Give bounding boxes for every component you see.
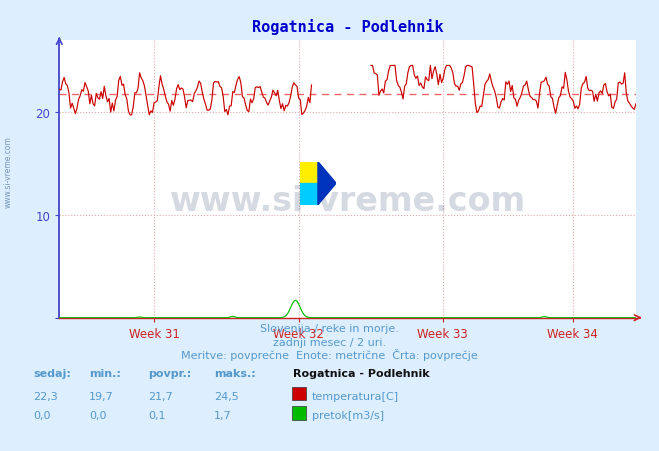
Text: min.:: min.:: [89, 368, 121, 378]
Text: sedaj:: sedaj:: [33, 368, 71, 378]
Text: 1,7: 1,7: [214, 410, 232, 420]
Text: 24,5: 24,5: [214, 391, 239, 401]
Text: temperatura[C]: temperatura[C]: [312, 391, 399, 401]
Text: 19,7: 19,7: [89, 391, 114, 401]
Text: www.si-vreme.com: www.si-vreme.com: [169, 185, 526, 218]
Polygon shape: [300, 184, 318, 205]
Text: maks.:: maks.:: [214, 368, 256, 378]
Text: 0,0: 0,0: [33, 410, 51, 420]
Polygon shape: [318, 162, 336, 205]
Text: Slovenija / reke in morje.: Slovenija / reke in morje.: [260, 323, 399, 333]
Text: zadnji mesec / 2 uri.: zadnji mesec / 2 uri.: [273, 337, 386, 347]
Text: povpr.:: povpr.:: [148, 368, 192, 378]
Text: Meritve: povprečne  Enote: metrične  Črta: povprečje: Meritve: povprečne Enote: metrične Črta:…: [181, 349, 478, 360]
Text: www.si-vreme.com: www.si-vreme.com: [4, 135, 13, 207]
Text: 0,1: 0,1: [148, 410, 166, 420]
Text: pretok[m3/s]: pretok[m3/s]: [312, 410, 384, 420]
Text: Rogatnica - Podlehnik: Rogatnica - Podlehnik: [293, 368, 430, 378]
Text: 22,3: 22,3: [33, 391, 58, 401]
Text: 0,0: 0,0: [89, 410, 107, 420]
Title: Rogatnica - Podlehnik: Rogatnica - Podlehnik: [252, 19, 444, 35]
Polygon shape: [300, 162, 318, 184]
Text: 21,7: 21,7: [148, 391, 173, 401]
